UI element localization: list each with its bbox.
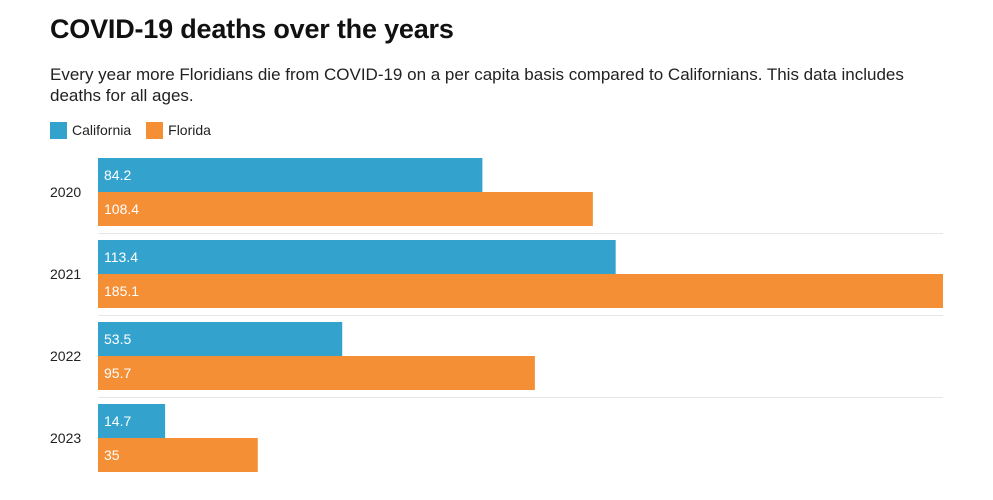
- data-label-california: 53.5: [104, 331, 131, 347]
- chart-title: COVID-19 deaths over the years: [50, 14, 454, 44]
- bar-florida: [98, 356, 535, 390]
- data-label-florida: 95.7: [104, 365, 131, 381]
- legend-label-florida: Florida: [168, 122, 211, 138]
- legend-label-california: California: [72, 122, 132, 138]
- category-label: 2020: [50, 184, 81, 200]
- bar-group-2021: 2021 113.4 185.1: [50, 233, 943, 308]
- chart-subtitle: Every year more Floridians die from COVI…: [50, 65, 904, 105]
- bar-california: [98, 158, 483, 192]
- bar-florida: [98, 192, 593, 226]
- bar-group-2020: 2020 84.2 108.4: [50, 158, 593, 226]
- bar-california: [98, 404, 166, 438]
- bar-florida: [98, 274, 943, 308]
- category-label: 2021: [50, 266, 81, 282]
- data-label-florida: 108.4: [104, 201, 139, 217]
- legend: California Florida: [50, 121, 226, 139]
- category-label: 2023: [50, 430, 81, 446]
- bar-california: [98, 240, 616, 274]
- bar-group-2022: 2022 53.5 95.7: [50, 315, 943, 390]
- bar-california: [98, 322, 343, 356]
- legend-swatch-florida: [146, 121, 164, 139]
- data-label-california: 14.7: [104, 413, 131, 429]
- data-label-florida: 35: [104, 447, 120, 463]
- category-label: 2022: [50, 348, 81, 364]
- legend-item-california: California: [50, 121, 132, 139]
- bar-florida: [98, 438, 258, 472]
- data-label-california: 113.4: [104, 249, 138, 265]
- bar-group-2023: 2023 14.7 35: [50, 397, 943, 472]
- legend-item-florida: Florida: [146, 121, 211, 139]
- data-label-california: 84.2: [104, 167, 131, 183]
- data-label-florida: 185.1: [104, 283, 139, 299]
- legend-swatch-california: [50, 121, 67, 139]
